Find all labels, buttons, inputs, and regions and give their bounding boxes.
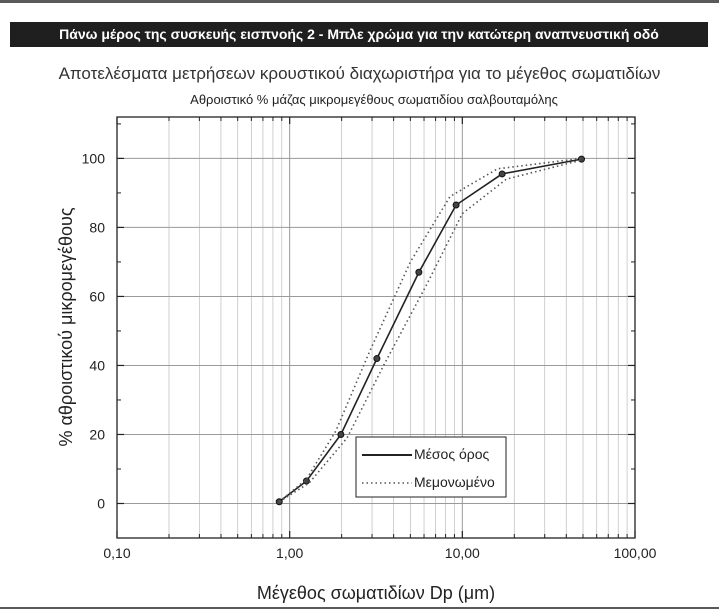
y-axis-label: % αθροιστικού μικρομεγέθους — [56, 207, 76, 446]
x-axis-label: Μέγεθος σωματιδίων Dp (μm) — [257, 583, 495, 603]
legend-label-individual: Μεμονωμένο — [414, 474, 495, 490]
y-tick-label: 80 — [89, 219, 105, 235]
data-point — [499, 171, 505, 177]
y-tick-label: 60 — [89, 288, 105, 304]
data-point — [416, 269, 422, 275]
x-tick-label: 0,10 — [103, 545, 130, 561]
y-tick-label: 40 — [89, 357, 105, 373]
legend: Μέσος όρος Μεμονωμένο — [356, 437, 506, 497]
x-tick-label: 10,00 — [445, 545, 480, 561]
data-point — [453, 202, 459, 208]
legend-label-mean: Μέσος όρος — [414, 446, 490, 462]
x-tick-label: 1,00 — [276, 545, 303, 561]
x-tick-label: 100,00 — [614, 545, 657, 561]
data-point — [338, 431, 344, 437]
y-tick-label: 0 — [97, 495, 105, 511]
y-tick-label: 20 — [89, 426, 105, 442]
data-point — [374, 356, 380, 362]
chart-title: Αθροιστικό % μάζας μικρομεγέθους σωματιδ… — [190, 92, 558, 107]
y-tick-label: 100 — [82, 150, 106, 166]
